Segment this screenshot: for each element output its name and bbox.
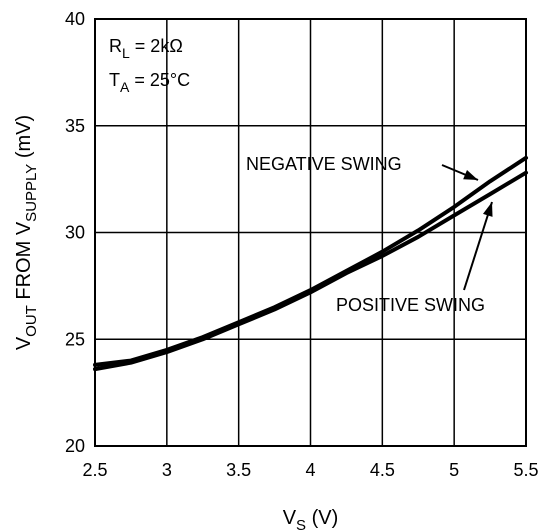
y-tick-label: 30 xyxy=(65,223,85,243)
x-axis-label-sub: S xyxy=(296,517,306,532)
arrow-positive-swing-head xyxy=(482,202,493,217)
conditions-box: RL = 2kΩ TA = 25°C xyxy=(109,36,190,95)
y-axis-label-sub2: SUPPLY xyxy=(23,164,40,222)
y-axis-label-part1: V xyxy=(13,336,35,350)
x-tick-label: 3 xyxy=(162,460,172,480)
x-axis-label: VS (V) xyxy=(283,507,339,532)
arrow-negative-swing-head xyxy=(463,170,478,180)
condition-temp: TA = 25°C xyxy=(109,70,190,95)
x-axis-label-unit: (V) xyxy=(306,507,338,529)
x-tick-label: 3.5 xyxy=(226,460,251,480)
y-axis-label: VOUT FROM VSUPPLY (mV) xyxy=(13,115,40,350)
annotation-arrows xyxy=(441,164,493,291)
condition-load-main: R xyxy=(109,36,122,56)
tick-labels: 2.5 3 3.5 4 4.5 5 5.5 20 25 30 35 40 xyxy=(65,9,539,480)
annotation-negative-swing: NEGATIVE SWING xyxy=(246,154,402,174)
condition-load-rest: = 2kΩ xyxy=(130,36,183,56)
x-axis-label-main: V xyxy=(283,507,297,529)
x-tick-label: 4.5 xyxy=(370,460,395,480)
x-tick-label: 5.5 xyxy=(513,460,538,480)
y-tick-label: 40 xyxy=(65,9,85,29)
series-layer xyxy=(93,155,528,372)
condition-temp-main: T xyxy=(109,70,120,90)
y-tick-label: 20 xyxy=(65,436,85,456)
series-line-positive-swing xyxy=(93,170,528,372)
condition-temp-sub: A xyxy=(120,79,130,95)
plot-frame xyxy=(94,18,527,447)
x-tick-label: 5 xyxy=(449,460,459,480)
condition-load-sub: L xyxy=(122,45,130,61)
y-axis-label-sub1: OUT xyxy=(23,305,40,337)
x-tick-label: 4 xyxy=(305,460,315,480)
y-tick-label: 35 xyxy=(65,116,85,136)
condition-load: RL = 2kΩ xyxy=(109,36,183,61)
condition-temp-rest: = 25°C xyxy=(129,70,190,90)
y-axis-label-part3: (mV) xyxy=(13,115,35,164)
y-tick-label: 25 xyxy=(65,329,85,349)
y-axis-label-part2: FROM V xyxy=(13,221,35,305)
x-tick-label: 2.5 xyxy=(82,460,107,480)
arrow-positive-swing-shaft xyxy=(463,201,493,291)
annotation-positive-swing: POSITIVE SWING xyxy=(336,295,485,315)
